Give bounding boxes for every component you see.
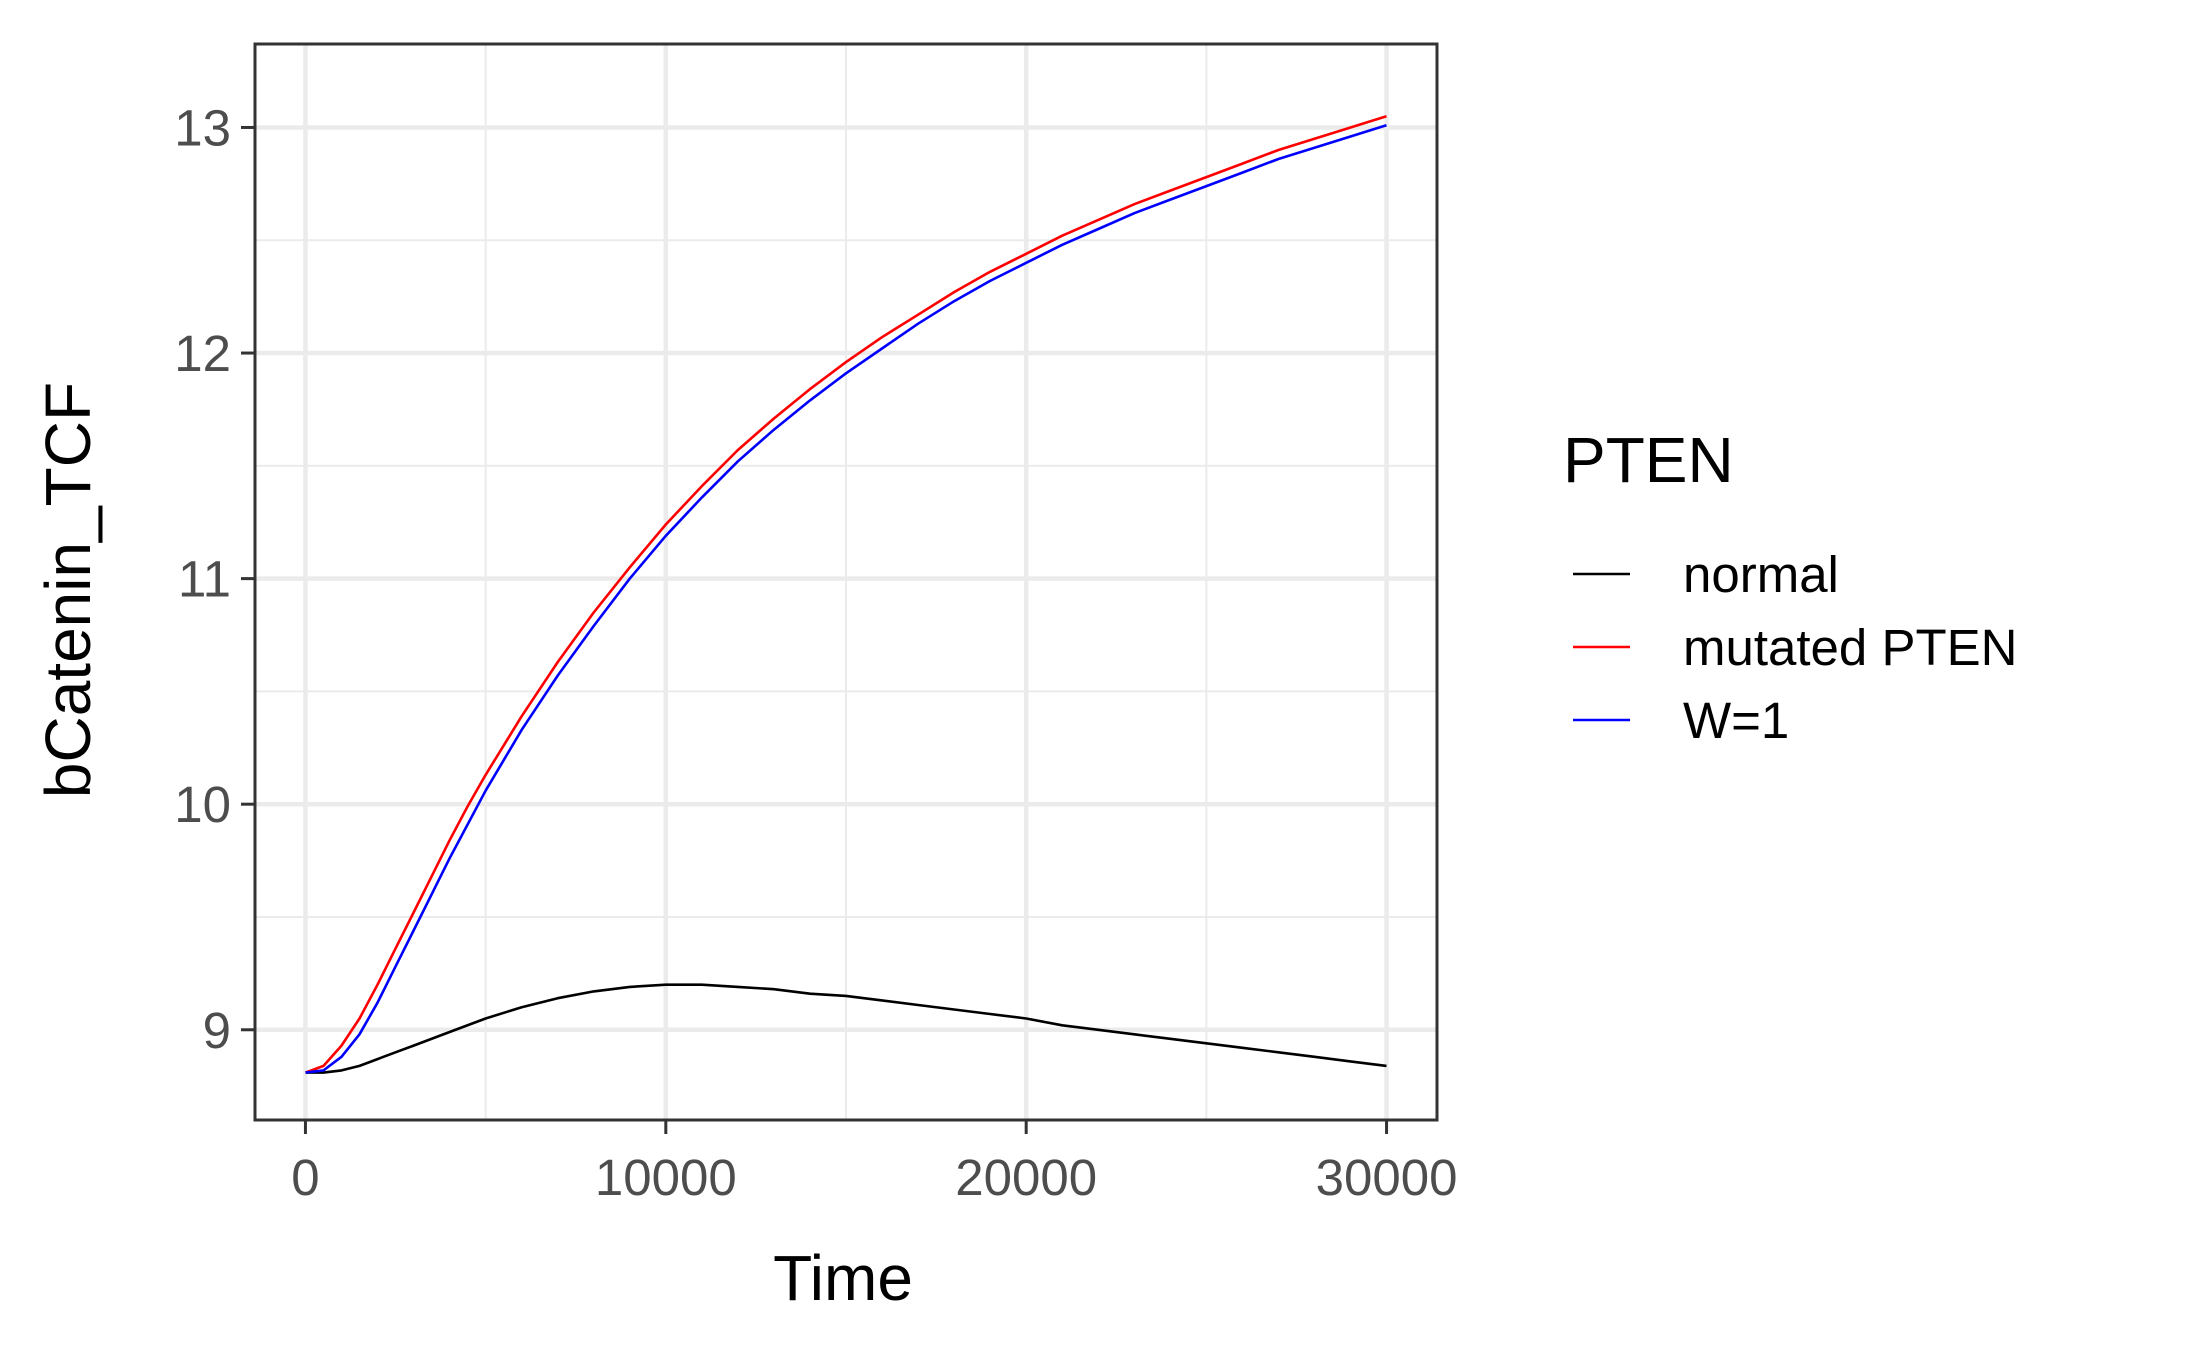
x-tick-label: 30000 bbox=[1316, 1149, 1458, 1206]
x-axis-ticks: 0 10000 20000 30000 bbox=[291, 1120, 1457, 1206]
legend: PTEN normal mutated PTEN W=1 bbox=[1563, 424, 2017, 749]
y-axis-ticks: 9 10 11 12 13 bbox=[174, 99, 255, 1059]
series-line bbox=[305, 123, 1387, 1074]
y-tick-label: 12 bbox=[174, 325, 231, 382]
y-tick-label: 11 bbox=[178, 551, 231, 608]
legend-label: normal bbox=[1683, 546, 1839, 603]
plot-panel-border bbox=[253, 42, 1439, 1122]
x-tick-label: 0 bbox=[291, 1149, 319, 1206]
x-tick-label: 20000 bbox=[955, 1149, 1097, 1206]
series-line bbox=[305, 983, 1387, 1074]
series-lines bbox=[305, 114, 1387, 1074]
y-tick-label: 9 bbox=[203, 1002, 231, 1059]
x-tick-label: 10000 bbox=[595, 1149, 737, 1206]
y-axis-title: bCatenin_TCF bbox=[32, 382, 104, 798]
major-gridlines bbox=[255, 44, 1437, 1120]
legend-title: PTEN bbox=[1563, 424, 1734, 496]
legend-label: mutated PTEN bbox=[1683, 619, 2017, 676]
legend-label: W=1 bbox=[1683, 692, 1789, 749]
y-tick-label: 10 bbox=[174, 776, 231, 833]
series-line bbox=[305, 114, 1387, 1074]
x-axis-title: Time bbox=[773, 1242, 913, 1314]
y-tick-label: 13 bbox=[174, 99, 231, 156]
minor-gridlines bbox=[255, 44, 1437, 1120]
